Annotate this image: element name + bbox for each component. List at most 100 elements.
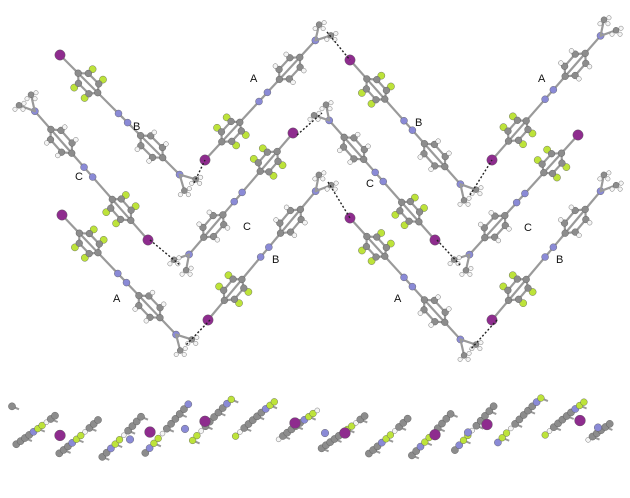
hydrogen-atom <box>606 15 612 21</box>
hydrogen-atom <box>321 170 327 176</box>
carbon-atom <box>360 155 368 164</box>
hydrogen-atom <box>605 176 611 182</box>
carbon-atom <box>548 169 557 178</box>
iodine-atom <box>202 314 214 326</box>
carbon-atom <box>237 127 245 135</box>
carbon-atom <box>481 234 489 242</box>
iodine-atom <box>289 417 301 429</box>
nitrogen-atom <box>263 88 272 97</box>
hydrogen-atom <box>319 106 325 112</box>
hydrogen-atom <box>428 166 434 172</box>
iodine-atom <box>486 314 498 326</box>
methyl-carbon-atom <box>612 27 620 34</box>
bond <box>242 260 259 280</box>
side-view-atom <box>150 439 158 447</box>
carbon-atom <box>420 140 429 148</box>
hydrogen-atom <box>568 204 574 210</box>
carbon-atom <box>296 205 305 214</box>
hydrogen-atom <box>456 255 462 261</box>
side-view-atom <box>494 438 502 447</box>
side-view-atom <box>137 412 145 421</box>
hydrogen-atom <box>320 26 326 31</box>
side-view-atom <box>115 436 124 444</box>
carbon-atom <box>396 207 404 215</box>
side-view-atom <box>111 440 119 448</box>
nitrogen-atom <box>238 188 246 197</box>
molecule-label: B <box>415 117 422 129</box>
carbon-atom <box>107 204 115 212</box>
carbon-atom <box>373 233 381 241</box>
carbon-atom <box>362 242 371 251</box>
hydrogen-atom <box>321 20 327 25</box>
nitrogen-atom <box>88 173 97 181</box>
carbon-atom <box>127 206 135 214</box>
bond <box>526 260 543 280</box>
carbon-atom <box>571 71 579 80</box>
zigzag-packing-view <box>12 15 624 362</box>
iodine-atom <box>481 418 493 431</box>
carbon-atom <box>159 154 167 162</box>
carbon-atom <box>74 79 83 87</box>
iodine-atom <box>344 212 356 224</box>
carbon-atom <box>441 308 449 316</box>
carbon-atom <box>57 148 66 156</box>
molecule <box>486 15 624 166</box>
hydrogen-atom <box>347 159 353 165</box>
carbon-atom <box>524 284 532 292</box>
molecule <box>344 212 484 362</box>
bond <box>98 252 116 271</box>
hydrogen-atom <box>186 186 192 192</box>
side-view-atom <box>451 446 459 454</box>
side-view-atom <box>459 436 468 444</box>
nitrogen-atom <box>80 163 88 171</box>
hydrogen-atom <box>177 192 183 198</box>
iodine-atom <box>572 129 584 141</box>
bond <box>270 234 280 246</box>
hydrogen-atom <box>290 79 296 85</box>
carbon-atom <box>514 295 523 303</box>
carbon-atom <box>405 217 413 225</box>
hydrogen-atom <box>447 261 453 267</box>
iodine-atom <box>429 429 441 441</box>
amine-nitrogen-atom <box>321 429 330 438</box>
halogen-bond <box>296 112 323 136</box>
iodine-atom <box>574 414 586 427</box>
side-view-atom <box>446 410 455 418</box>
hydrogen-atom <box>606 170 612 176</box>
methyl-carbon-atom <box>181 187 188 194</box>
nitrogen-atom <box>541 253 549 261</box>
carbon-atom <box>220 286 228 294</box>
iodine-atom <box>199 415 211 427</box>
side-view-atom <box>403 414 412 423</box>
carbon-atom <box>95 240 103 248</box>
halogen-bond <box>185 319 211 346</box>
side-view-atom <box>360 412 369 420</box>
molecule-label: A <box>250 73 258 85</box>
hydrogen-atom <box>428 322 434 328</box>
hydrogen-atom <box>457 356 463 362</box>
side-view-atom <box>270 398 278 406</box>
bond <box>239 104 257 123</box>
carbon-atom <box>254 159 262 167</box>
side-view-atom <box>8 402 16 411</box>
carbon-atom <box>240 284 248 292</box>
hydrogen-atom <box>181 352 187 357</box>
carbon-atom <box>85 90 93 98</box>
bond <box>97 92 116 111</box>
halogen-bond <box>469 319 498 351</box>
hydrogen-atom <box>224 225 231 231</box>
molecule-label: C <box>524 222 532 234</box>
side-view-atom <box>159 430 166 437</box>
halogen-bond <box>327 181 351 219</box>
amine-nitrogen-atom <box>594 423 603 432</box>
carbon-atom <box>95 80 103 88</box>
bond <box>385 184 402 203</box>
hydrogen-atom <box>167 261 173 267</box>
hydrogen-atom <box>301 68 307 74</box>
hydrogen-atom <box>328 100 334 106</box>
carbon-atom <box>219 211 227 219</box>
molecule-label: C <box>75 171 83 183</box>
carbon-atom <box>68 139 76 147</box>
carbon-atom <box>286 228 295 236</box>
side-view-atom <box>51 411 59 420</box>
